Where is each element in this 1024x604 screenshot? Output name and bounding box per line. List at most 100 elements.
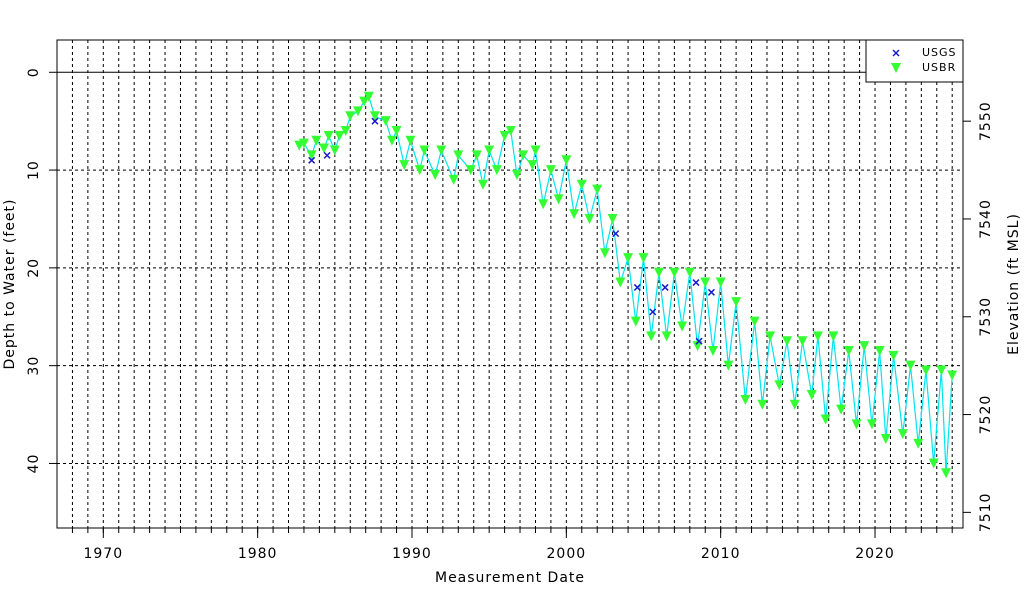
- point: [888, 350, 899, 361]
- point: [576, 179, 587, 190]
- point: [836, 404, 847, 415]
- point: [920, 365, 931, 376]
- point: [633, 283, 641, 291]
- point: [607, 213, 618, 224]
- point: [897, 429, 908, 440]
- point: [859, 341, 870, 352]
- point: [731, 297, 742, 308]
- x-axis-label: Measurement Date: [435, 570, 585, 586]
- point: [329, 145, 340, 156]
- point: [553, 194, 564, 205]
- point: [386, 135, 397, 146]
- point: [941, 468, 952, 479]
- point: [700, 277, 711, 288]
- point: [340, 125, 351, 136]
- point: [298, 138, 309, 149]
- point: [661, 331, 672, 342]
- point: [518, 150, 529, 161]
- x-tick-label: 2010: [701, 546, 741, 562]
- point: [405, 135, 416, 146]
- point: [391, 125, 402, 136]
- point: [363, 91, 374, 102]
- point: [311, 135, 322, 146]
- point: [323, 130, 334, 141]
- point: [661, 283, 669, 291]
- point: [319, 143, 330, 154]
- point: [851, 419, 862, 430]
- y-axis-label: Depth to Water (feet): [2, 198, 18, 369]
- point: [828, 331, 839, 342]
- point: [471, 150, 482, 161]
- legend-marker: [891, 63, 901, 73]
- y-tick-label: 10: [26, 160, 42, 180]
- point: [430, 169, 441, 180]
- point: [638, 253, 649, 264]
- point: [843, 345, 854, 356]
- point: [465, 165, 476, 176]
- point: [419, 145, 430, 156]
- point: [352, 106, 363, 117]
- point: [928, 458, 939, 469]
- point: [484, 145, 495, 156]
- point: [936, 365, 947, 376]
- y2-axis-label: Elevation (ft MSL): [1006, 213, 1022, 355]
- point: [527, 160, 538, 171]
- x-tick-label: 1990: [392, 546, 432, 562]
- y-tick-label: 0: [26, 67, 42, 77]
- y-tick-label: 40: [26, 454, 42, 474]
- x-tick-label: 1970: [83, 546, 123, 562]
- point: [646, 331, 657, 342]
- point: [345, 111, 356, 122]
- point: [414, 165, 425, 176]
- point: [947, 370, 958, 381]
- point: [530, 145, 541, 156]
- point: [806, 389, 817, 400]
- point: [399, 160, 410, 171]
- point: [612, 230, 620, 238]
- legend-label: USGS: [922, 46, 957, 59]
- point: [649, 308, 657, 316]
- point: [913, 438, 924, 449]
- y2-tick-label: 7510: [978, 493, 994, 533]
- x-tick-label: 1980: [238, 546, 278, 562]
- point: [369, 111, 380, 122]
- plot-frame: [56, 39, 964, 529]
- point: [380, 116, 391, 127]
- point: [453, 150, 464, 161]
- y-tick-label: 30: [26, 356, 42, 376]
- series-line: [299, 95, 953, 474]
- legend-box: [865, 39, 964, 83]
- point: [782, 336, 793, 347]
- point: [599, 248, 610, 259]
- legend-label: USBR: [922, 61, 956, 74]
- point: [820, 414, 831, 425]
- point: [723, 360, 734, 371]
- x-tick-label: 2000: [547, 546, 587, 562]
- point: [505, 125, 516, 136]
- point: [692, 341, 703, 352]
- point: [630, 316, 641, 327]
- point: [812, 331, 823, 342]
- point: [436, 145, 447, 156]
- point: [491, 165, 502, 176]
- point: [592, 184, 603, 195]
- point: [774, 380, 785, 391]
- y2-tick-label: 7520: [978, 395, 994, 435]
- point: [740, 394, 751, 405]
- point: [623, 253, 634, 264]
- point: [584, 213, 595, 224]
- point: [334, 130, 345, 141]
- point: [765, 331, 776, 342]
- point: [477, 179, 488, 190]
- point: [874, 345, 885, 356]
- point: [653, 267, 664, 278]
- point: [757, 399, 768, 410]
- point: [545, 165, 556, 176]
- point: [707, 345, 718, 356]
- point: [669, 267, 680, 278]
- point: [323, 151, 331, 159]
- y2-tick-label: 7530: [978, 297, 994, 337]
- point: [538, 199, 549, 210]
- legend-marker: [892, 49, 900, 57]
- point: [749, 316, 760, 327]
